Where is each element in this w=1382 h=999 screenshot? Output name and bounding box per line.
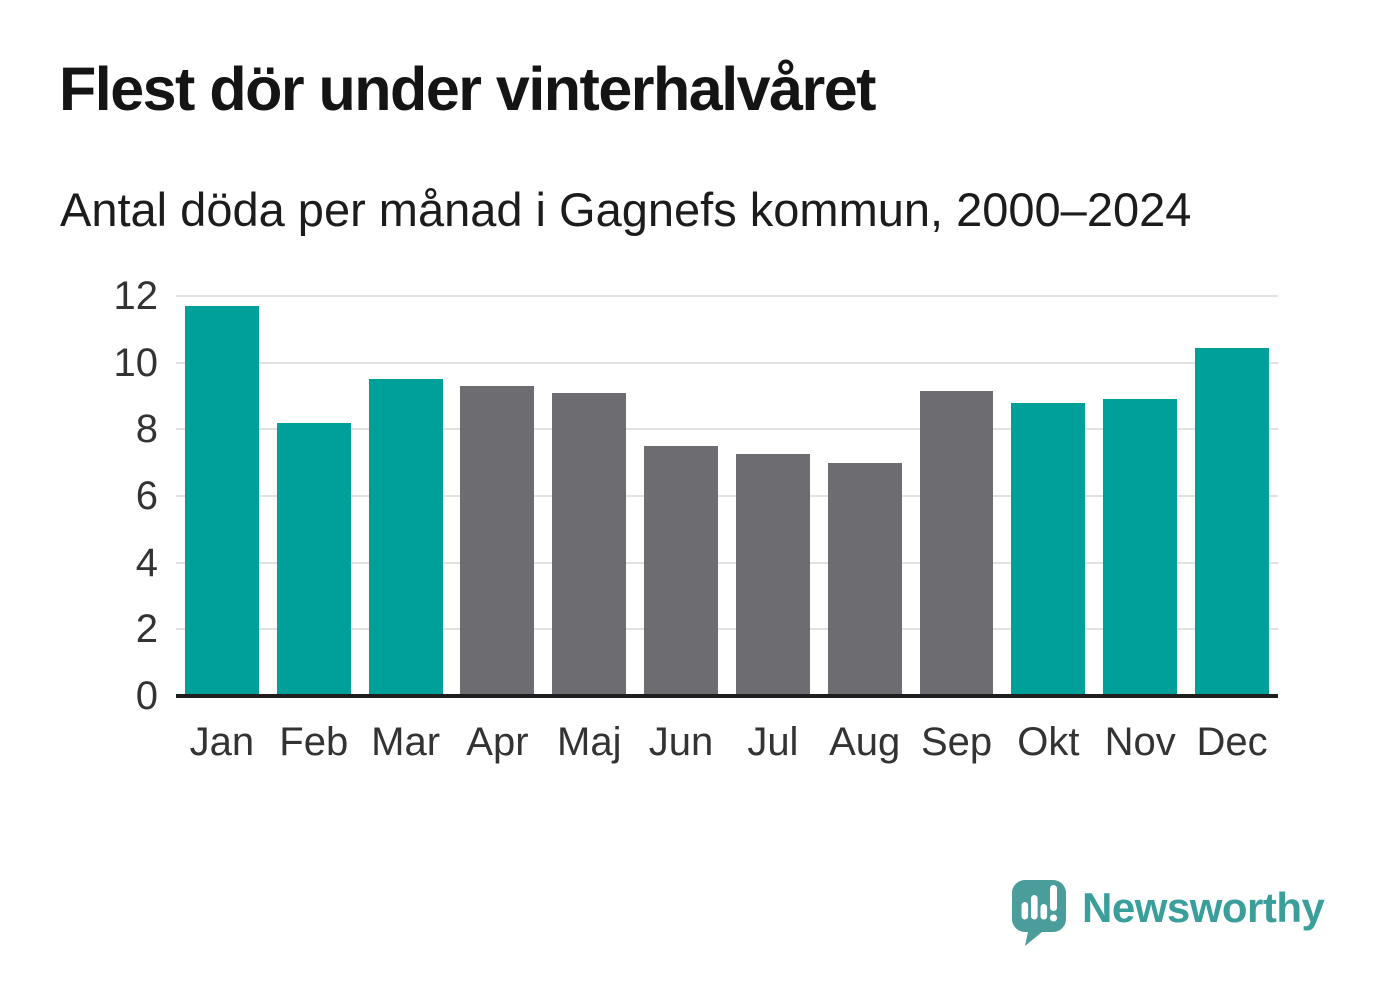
y-tick-label-0: 0 [135, 674, 158, 718]
y-tick-label-10: 10 [113, 340, 159, 385]
bar-jul [735, 454, 810, 696]
bar-slot-nov [1094, 296, 1186, 696]
x-label-jan: Jan [189, 720, 255, 764]
x-label-apr: Apr [466, 720, 529, 764]
bar-slot-aug [819, 296, 911, 696]
gridline-4 [176, 561, 1278, 564]
x-axis-line [176, 694, 1278, 698]
newsworthy-speech-bubble-chart-icon [1012, 880, 1066, 946]
x-label-nov: Nov [1104, 720, 1176, 764]
bar-nov [1103, 399, 1178, 696]
bar-jan [184, 306, 259, 696]
bar-jun [644, 446, 718, 696]
y-tick-label-8: 8 [135, 407, 158, 452]
y-tick-label-12: 12 [113, 274, 159, 318]
bar-mar [368, 379, 443, 696]
bar-slot-jan [176, 296, 268, 696]
bar-feb [276, 422, 351, 696]
bar-dec [1195, 347, 1269, 696]
x-label-mar: Mar [371, 720, 441, 764]
x-label-feb: Feb [279, 720, 349, 764]
chart-title: Flest dör under vinterhalvåret [59, 55, 877, 123]
x-label-aug: Aug [829, 720, 901, 764]
bar-slot-dec [1186, 296, 1278, 696]
bar-aug [827, 462, 902, 696]
x-label-jun: Jun [648, 720, 714, 764]
chart-subtitle: Antal döda per månad i Gagnefs kommun, 2… [60, 183, 1192, 236]
x-label-jul: Jul [747, 720, 799, 764]
y-tick-label-2: 2 [135, 607, 158, 652]
bar-slot-apr [451, 296, 543, 696]
bar-slot-maj [543, 296, 635, 696]
newsworthy-logo-text: Newsworthy [1082, 884, 1325, 931]
gridline-12 [176, 295, 1278, 297]
bar-slot-sep [911, 296, 1003, 696]
bar-slot-feb [268, 296, 360, 696]
gridline-2 [176, 628, 1278, 631]
bar-slot-mar [360, 296, 452, 696]
y-tick-label-4: 4 [135, 540, 158, 585]
gridline-8 [176, 428, 1278, 431]
x-label-sep: Sep [920, 720, 993, 764]
plot-area: 0 2 4 6 8 10 12 [114, 276, 1278, 716]
gridline-6 [176, 495, 1278, 497]
x-axis-labels: Jan Feb Mar Apr Maj Jun Jul Aug Sep Okt Nov Dec [176, 716, 1278, 768]
bar-maj [552, 392, 627, 696]
x-label-maj: Maj [557, 720, 622, 764]
bar-sep [919, 391, 994, 696]
x-label-dec: Dec [1196, 720, 1268, 764]
y-tick-label-6: 6 [135, 474, 158, 518]
bar-apr [460, 386, 535, 696]
newsworthy-logo: Newsworthy [1010, 878, 1325, 950]
bars-container [176, 296, 1278, 696]
x-label-okt: Okt [1017, 720, 1080, 764]
bar-slot-okt [1002, 296, 1094, 696]
bar-slot-jul [727, 296, 819, 696]
bar-okt [1011, 402, 1086, 696]
gridline-10 [176, 361, 1278, 364]
bar-slot-jun [635, 296, 727, 696]
